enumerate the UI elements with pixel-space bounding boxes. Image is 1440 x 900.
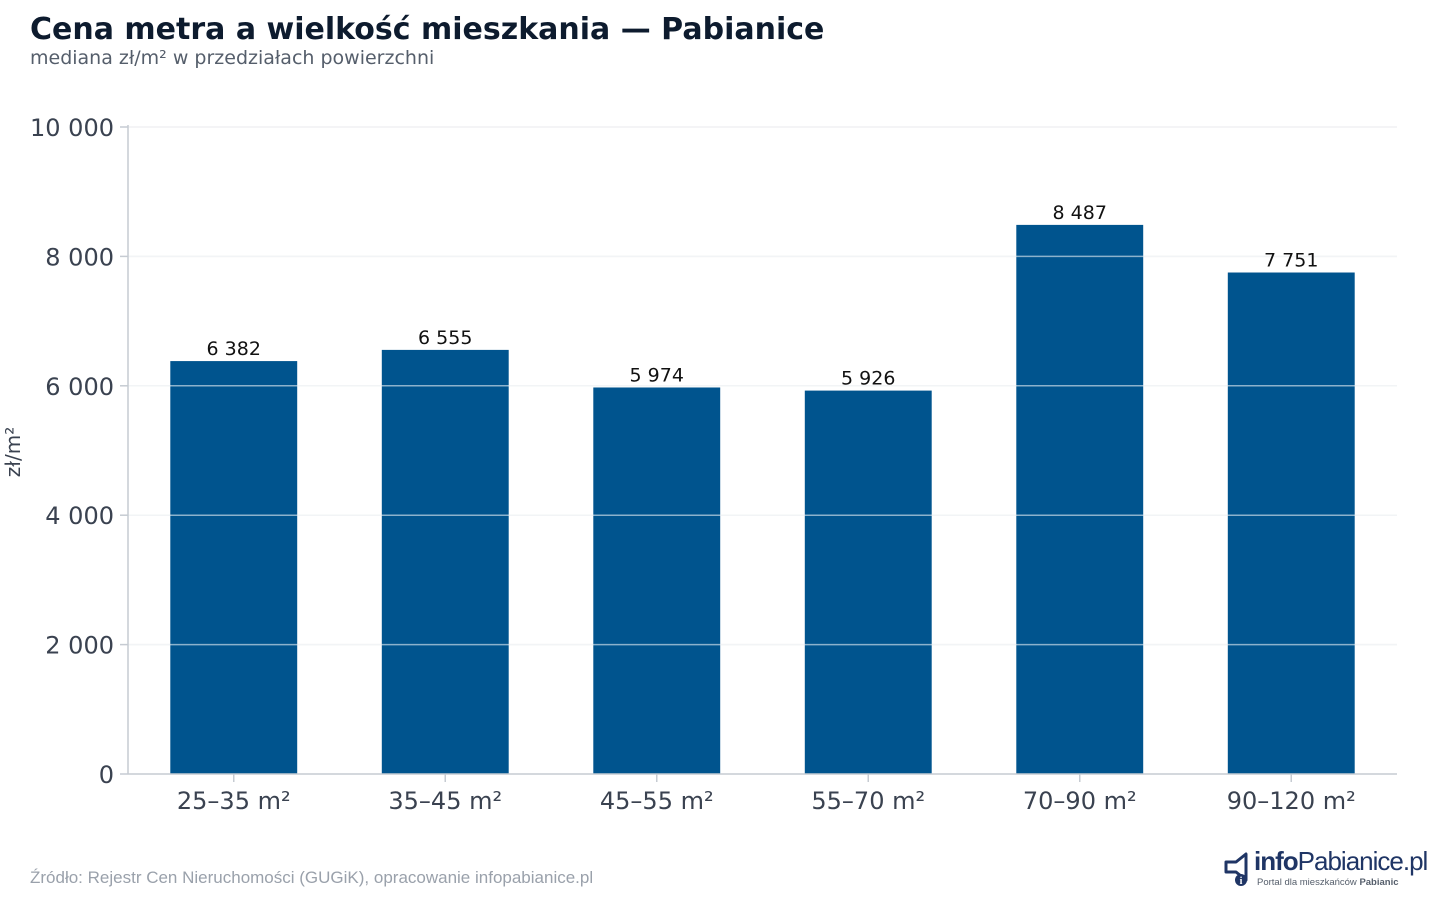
bar: [1016, 224, 1144, 774]
bar: [804, 390, 932, 774]
y-tick-label: 6 000: [45, 373, 114, 401]
svg-text:i: i: [1240, 876, 1243, 887]
chart-subtitle: mediana zł/m² w przedziałach powierzchni: [30, 47, 435, 69]
y-tick-label: 2 000: [45, 632, 114, 660]
data-label: 6 382: [207, 338, 261, 360]
data-label: 8 487: [1053, 202, 1107, 224]
x-tick-label: 90–120 m²: [1227, 787, 1356, 815]
y-axis-label: zł/m²: [1, 427, 25, 477]
bar: [593, 387, 721, 774]
bars: [170, 224, 1355, 774]
x-tick-label: 70–90 m²: [1023, 787, 1137, 815]
axes: 0 2 000 4 000 6 000 8 000 10 000 25–35 m² 35–45…: [30, 114, 1397, 815]
data-label: 6 555: [418, 327, 472, 349]
value-labels: 6 382 6 555 5 974 5 926 8 487 7 751: [207, 202, 1319, 390]
bar: [381, 349, 509, 774]
y-tick-label: 10 000: [30, 114, 114, 142]
megaphone-icon: i: [1224, 852, 1248, 887]
y-tick-label: 0: [99, 761, 114, 789]
bar: [1227, 272, 1355, 774]
x-tick-label: 25–35 m²: [177, 787, 291, 815]
data-label: 7 751: [1264, 250, 1318, 272]
logo-wordmark: infoPabianice.pl: [1254, 846, 1428, 876]
logo-tagline: Portal dla mieszkańców Pabianic: [1257, 877, 1399, 888]
bar: [170, 361, 298, 774]
x-tick-label: 35–45 m²: [388, 787, 502, 815]
chart-title: Cena metra a wielkość mieszkania — Pabia…: [30, 12, 825, 47]
source-note: Źródło: Rejestr Cen Nieruchomości (GUGiK…: [30, 868, 594, 887]
grid-lines-overlay: [128, 126, 1397, 646]
infopabianice-logo: i infoPabianice.pl Portal dla mieszkańcó…: [1222, 846, 1428, 892]
y-tick-label: 4 000: [45, 502, 114, 530]
data-label: 5 926: [841, 368, 895, 390]
x-tick-label: 55–70 m²: [811, 787, 925, 815]
data-label: 5 974: [630, 364, 684, 386]
y-tick-label: 8 000: [45, 243, 114, 271]
x-tick-label: 45–55 m²: [600, 787, 714, 815]
